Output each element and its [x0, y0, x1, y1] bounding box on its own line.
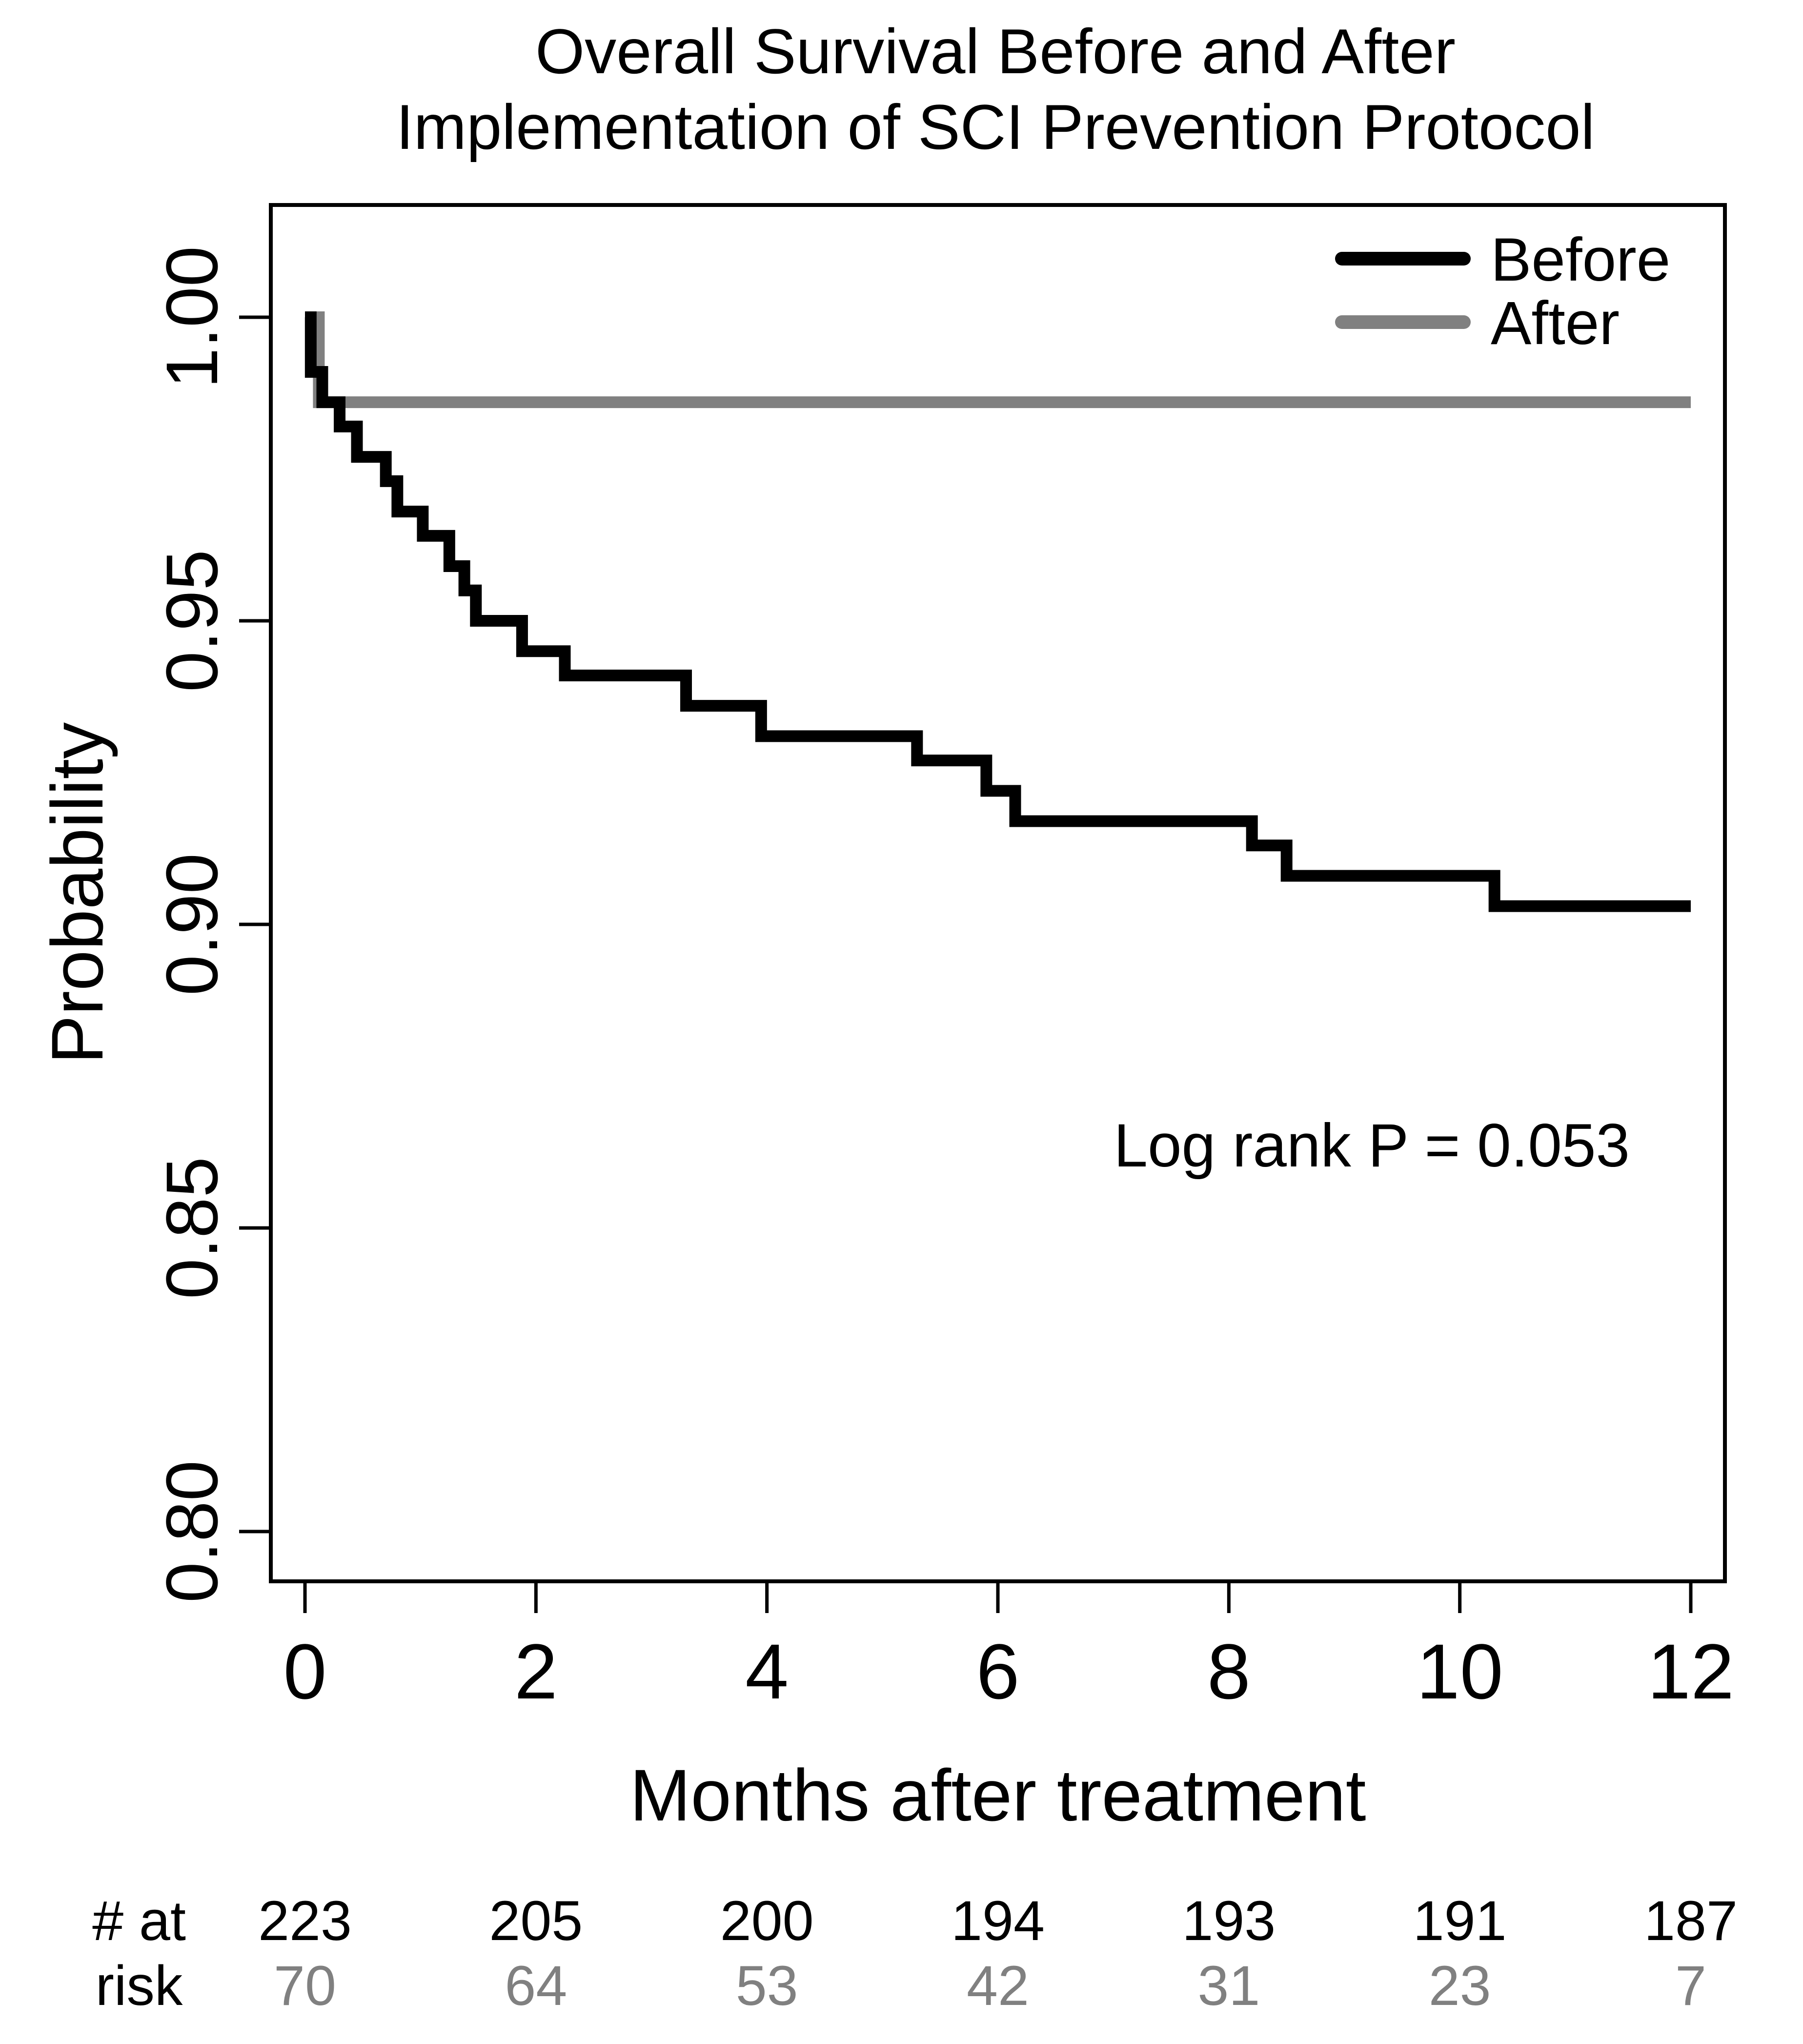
x-axis-label: Months after treatment [629, 1754, 1366, 1836]
x-tick-label-8: 8 [1207, 1628, 1251, 1715]
risk-before-10: 191 [1413, 1890, 1507, 1952]
chart-title: Overall Survival Before and AfterImpleme… [396, 16, 1595, 163]
risk-after-12: 7 [1675, 1955, 1706, 2017]
risk-after-8: 31 [1197, 1955, 1260, 2017]
risk-after-2: 64 [505, 1955, 567, 2017]
log-rank-annotation: Log rank P = 0.053 [1114, 1112, 1630, 1180]
risk-before-4: 200 [720, 1890, 814, 1952]
risk-before-6: 194 [951, 1890, 1045, 1952]
y-axis-label: Probability [36, 722, 118, 1064]
y-tick-label-4: 1.00 [151, 246, 233, 388]
risk-before-8: 193 [1182, 1890, 1276, 1952]
x-tick-label-6: 6 [976, 1628, 1020, 1715]
plot-frame [269, 203, 1727, 1583]
x-tick-label-0: 0 [284, 1628, 327, 1715]
x-tick-label-10: 10 [1417, 1628, 1503, 1715]
plot-series [304, 311, 1691, 912]
y-tick-label-2: 0.90 [151, 853, 233, 996]
legend-label-before: Before [1491, 226, 1670, 294]
risk-after-0: 70 [274, 1955, 336, 2017]
risk-after-10: 23 [1429, 1955, 1491, 2017]
risk-label-line2: risk [96, 1955, 183, 2017]
series-line-before [304, 311, 1691, 912]
plot-axes: 0 2 4 6 8 10 12 0.80 0.85 0.90 0.95 1.00 Months afte… [36, 203, 1734, 1836]
x-tick-label-4: 4 [745, 1628, 789, 1715]
x-tick-label-2: 2 [514, 1628, 558, 1715]
x-tick-label-12: 12 [1647, 1628, 1734, 1715]
legend-label-after: After [1491, 289, 1620, 357]
chart-title-line-2: Implementation of SCI Prevention Protoco… [396, 91, 1595, 163]
y-tick-label-1: 0.85 [151, 1157, 233, 1299]
series-line-after [305, 311, 1691, 409]
y-tick-label-3: 0.95 [151, 550, 233, 692]
risk-before-12: 187 [1644, 1890, 1738, 1952]
risk-label-line1: # at [92, 1890, 186, 1952]
risk-after-6: 42 [967, 1955, 1029, 2017]
annotation: Log rank P = 0.053 [1114, 1112, 1630, 1180]
risk-before-2: 205 [489, 1890, 583, 1952]
risk-before-0: 223 [258, 1890, 352, 1952]
risk-after-4: 53 [736, 1955, 798, 2017]
chart-title-line-1: Overall Survival Before and After [535, 16, 1456, 87]
y-tick-label-0: 0.80 [151, 1460, 233, 1603]
